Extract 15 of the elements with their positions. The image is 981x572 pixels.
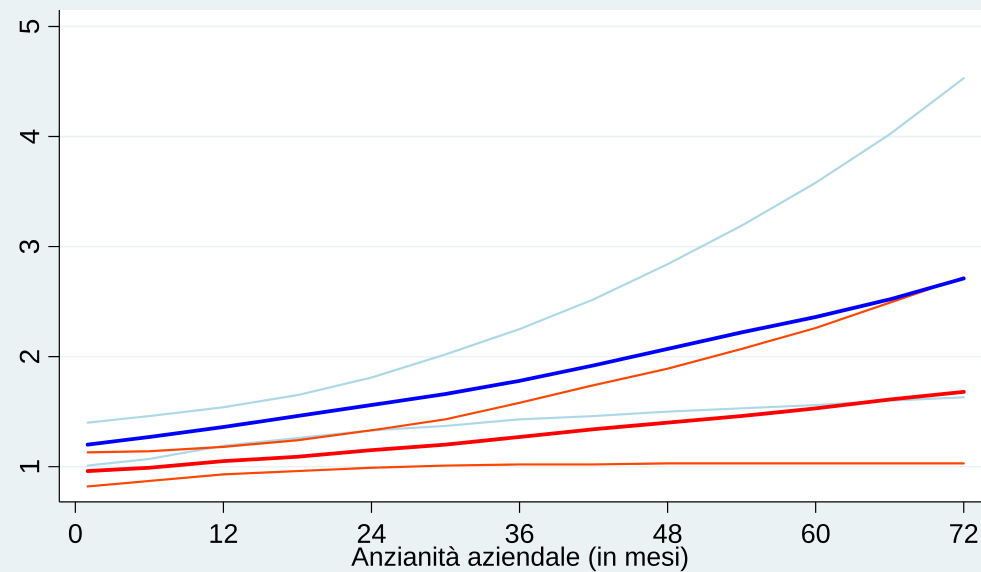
x-tick-label: 72 [950, 524, 978, 543]
y-tick-label: 3 [19, 240, 40, 254]
x-tick-label: 36 [506, 524, 534, 543]
line-series [86, 390, 966, 473]
x-axis-title: Anzianità aziendale (in mesi) [351, 546, 688, 571]
y-tick-label: 5 [20, 20, 40, 33]
y-tick-label: 4 [20, 129, 40, 144]
y-tick-label: 1 [20, 460, 40, 472]
line-series [86, 76, 965, 424]
x-tick-label: 0 [68, 524, 82, 543]
x-tick-label: 24 [358, 524, 386, 543]
y-tick-label: 2 [20, 350, 40, 363]
x-tick-label: 48 [653, 524, 682, 543]
x-tick-label: 12 [210, 524, 238, 543]
x-tick-label: 60 [802, 524, 830, 543]
